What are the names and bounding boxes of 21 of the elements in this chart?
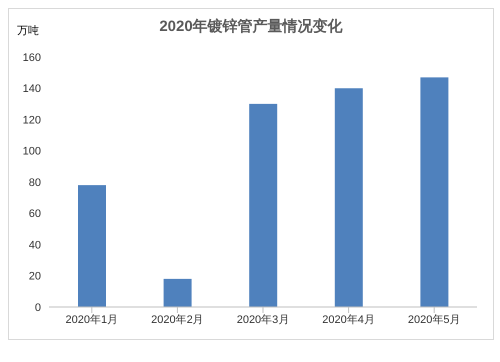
bar <box>164 278 192 307</box>
bar <box>420 77 448 307</box>
y-tick-label: 120 <box>22 114 41 126</box>
bar <box>334 88 363 307</box>
x-tick-label: 2020年1月 <box>66 314 118 326</box>
y-tick-label: 140 <box>22 83 41 96</box>
x-tick-label: 2020年2月 <box>151 314 204 326</box>
y-tick-label: 160 <box>22 52 41 64</box>
y-tick-label: 60 <box>28 208 41 220</box>
y-tick-label: 80 <box>28 176 41 189</box>
x-tick-label: 2020年3月 <box>236 314 290 326</box>
y-tick-label: 0 <box>34 302 41 314</box>
bar <box>249 104 278 307</box>
y-axis-title: 万吨 <box>17 24 39 38</box>
y-tick-label: 20 <box>28 270 41 283</box>
bar <box>78 185 106 307</box>
y-tick-label: 100 <box>22 146 41 158</box>
x-tick-label: 2020年4月 <box>322 314 375 326</box>
chart-title: 2020年镀锌管产量情况变化 <box>159 18 343 35</box>
y-tick-label: 40 <box>28 239 41 252</box>
x-tick-label: 2020年5月 <box>408 314 460 326</box>
